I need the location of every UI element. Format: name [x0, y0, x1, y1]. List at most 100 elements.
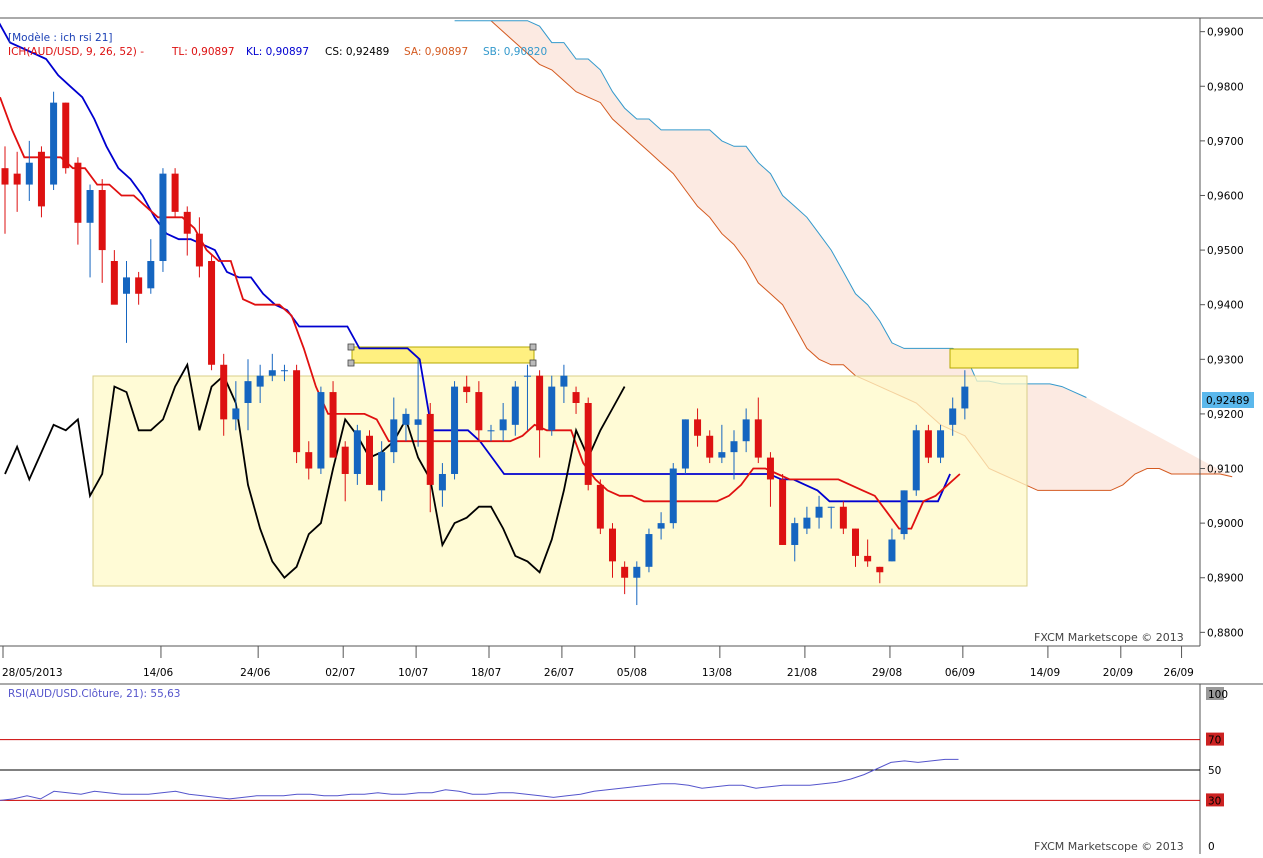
- candle[interactable]: [803, 506, 811, 535]
- candle[interactable]: [451, 381, 459, 480]
- candle[interactable]: [523, 364, 531, 431]
- candle[interactable]: [669, 463, 677, 529]
- candle[interactable]: [232, 381, 240, 431]
- candle[interactable]: [256, 364, 264, 403]
- candle[interactable]: [293, 364, 301, 464]
- candle[interactable]: [74, 157, 82, 245]
- candle[interactable]: [912, 424, 920, 496]
- candle[interactable]: [123, 261, 130, 343]
- candle[interactable]: [754, 397, 762, 464]
- candle[interactable]: [766, 452, 774, 507]
- candle[interactable]: [536, 370, 544, 458]
- rsi-level-tag: [1206, 687, 1224, 700]
- candle[interactable]: [25, 140, 33, 201]
- candle[interactable]: [1, 146, 9, 234]
- handle-bottom-left[interactable]: [347, 359, 355, 367]
- handle-top-right[interactable]: [529, 343, 537, 351]
- candle[interactable]: [937, 424, 945, 464]
- candle[interactable]: [657, 512, 665, 540]
- candle[interactable]: [98, 179, 106, 283]
- candle[interactable]: [621, 561, 629, 595]
- candle[interactable]: [694, 408, 702, 447]
- candle[interactable]: [706, 430, 714, 464]
- candle[interactable]: [390, 397, 398, 464]
- candle[interactable]: [317, 386, 325, 474]
- candle[interactable]: [852, 528, 859, 567]
- candle[interactable]: [402, 408, 410, 442]
- senkou-b-flat-marker[interactable]: [949, 348, 1079, 369]
- kijun-flat-marker[interactable]: [351, 346, 535, 364]
- candle[interactable]: [718, 424, 726, 464]
- date-tick-label: 21/08: [787, 667, 817, 679]
- candle[interactable]: [779, 473, 787, 545]
- candle[interactable]: [329, 381, 337, 458]
- candle[interactable]: [827, 506, 835, 529]
- date-tick-label: 14/06: [143, 667, 174, 679]
- candle[interactable]: [742, 408, 750, 453]
- candle[interactable]: [135, 271, 143, 305]
- date-tick-label: 24/06: [240, 667, 271, 679]
- candle[interactable]: [548, 375, 556, 436]
- price-tick-label: 0,9700: [1207, 136, 1244, 148]
- date-tick-label: 14/09: [1030, 667, 1060, 679]
- rsi-label: RSI(AUD/USD.Clôture, 21): 55,63: [8, 688, 180, 700]
- candle[interactable]: [147, 239, 155, 294]
- candle[interactable]: [596, 479, 604, 535]
- date-tick-label: 05/08: [617, 667, 647, 679]
- price-tick-label: 0,8900: [1207, 573, 1244, 585]
- candle[interactable]: [924, 424, 932, 464]
- candle[interactable]: [244, 359, 252, 431]
- candle[interactable]: [815, 495, 823, 529]
- candle[interactable]: [110, 250, 118, 305]
- candle[interactable]: [730, 430, 738, 480]
- candle[interactable]: [195, 217, 203, 278]
- candle[interactable]: [183, 206, 191, 256]
- candle[interactable]: [961, 370, 969, 420]
- candle[interactable]: [949, 397, 957, 436]
- candle[interactable]: [280, 364, 288, 382]
- rsi-pane: 100 70 50 30 0: [0, 687, 1228, 853]
- candle[interactable]: [584, 397, 592, 491]
- candle[interactable]: [208, 255, 216, 371]
- candle[interactable]: [572, 386, 580, 414]
- candle[interactable]: [268, 353, 276, 382]
- candle[interactable]: [341, 441, 349, 502]
- candle[interactable]: [633, 561, 641, 606]
- candle[interactable]: [159, 168, 167, 272]
- candle[interactable]: [876, 566, 884, 584]
- candle[interactable]: [220, 353, 228, 436]
- candle[interactable]: [888, 528, 896, 562]
- candle[interactable]: [305, 441, 313, 480]
- candle[interactable]: [86, 184, 94, 278]
- candle[interactable]: [791, 517, 799, 562]
- handle-bottom-right[interactable]: [529, 359, 537, 367]
- candle[interactable]: [13, 151, 21, 212]
- candle[interactable]: [366, 430, 373, 485]
- candle[interactable]: [463, 375, 471, 403]
- rsi-level-tag: [1206, 763, 1224, 776]
- candle[interactable]: [353, 424, 361, 485]
- candle[interactable]: [378, 441, 386, 502]
- candle[interactable]: [499, 402, 507, 442]
- candle[interactable]: [487, 424, 495, 442]
- candle[interactable]: [37, 146, 45, 218]
- handle-top-left[interactable]: [347, 343, 355, 351]
- candle[interactable]: [511, 381, 519, 436]
- candle[interactable]: [900, 490, 908, 540]
- candle[interactable]: [426, 402, 434, 513]
- candle[interactable]: [560, 364, 568, 403]
- senkou-b-legend: SB: 0,90820: [483, 46, 547, 58]
- candle[interactable]: [171, 168, 179, 218]
- candle[interactable]: [438, 463, 446, 507]
- candle[interactable]: [864, 539, 872, 567]
- candle[interactable]: [414, 359, 422, 447]
- candle[interactable]: [609, 523, 616, 578]
- candle[interactable]: [839, 501, 847, 535]
- candle[interactable]: [475, 381, 483, 442]
- candle[interactable]: [645, 528, 653, 573]
- candle[interactable]: [50, 91, 58, 191]
- candle[interactable]: [62, 102, 70, 174]
- candle[interactable]: [681, 419, 689, 474]
